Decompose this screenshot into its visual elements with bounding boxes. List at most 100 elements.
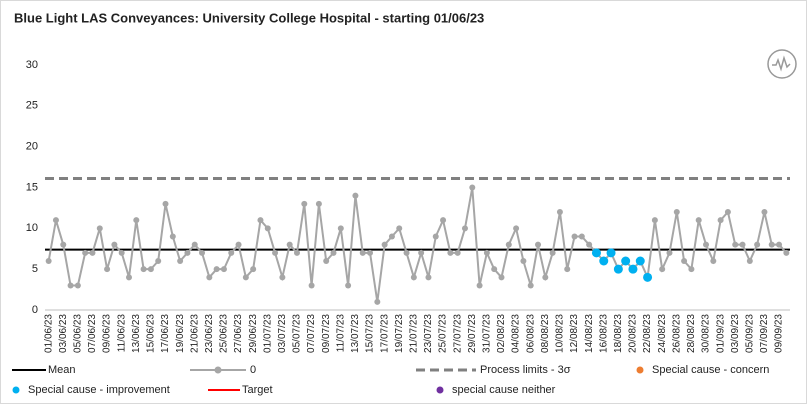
- x-tick-label: 23/07/23: [423, 314, 434, 353]
- x-tick-label: 02/08/23: [496, 314, 507, 353]
- data-point: [447, 249, 454, 256]
- data-point: [606, 248, 616, 258]
- data-point: [681, 258, 688, 264]
- data-point: [374, 298, 381, 305]
- chart-title: Blue Light LAS Conveyances: University C…: [14, 10, 484, 25]
- data-point: [177, 258, 184, 264]
- data-point: [571, 233, 578, 240]
- x-tick-label: 09/09/23: [774, 314, 785, 353]
- x-tick-label: 09/07/23: [321, 314, 332, 353]
- data-point: [628, 264, 638, 274]
- x-tick-label: 26/08/23: [671, 314, 682, 353]
- data-point: [403, 249, 410, 256]
- x-tick-label: 10/08/23: [555, 314, 566, 353]
- data-point: [483, 249, 490, 256]
- data-point: [52, 217, 59, 224]
- x-tick-label: 01/09/23: [715, 314, 726, 353]
- data-point: [60, 241, 67, 248]
- data-point: [425, 274, 432, 281]
- data-point: [67, 282, 74, 289]
- data-point: [125, 274, 132, 281]
- data-point: [418, 249, 425, 256]
- data-point: [410, 274, 417, 281]
- data-point: [621, 256, 631, 266]
- x-tick-label: 07/06/23: [87, 314, 98, 353]
- data-point: [199, 249, 206, 256]
- x-tick-label: 08/08/23: [540, 314, 551, 353]
- data-point: [337, 225, 344, 232]
- x-tick-label: 09/06/23: [102, 314, 113, 353]
- data-point: [228, 249, 235, 256]
- legend-label: Special cause - concern: [652, 364, 769, 376]
- x-tick-label: 29/07/23: [467, 314, 478, 353]
- x-tick-label: 15/07/23: [365, 314, 376, 353]
- data-point: [367, 249, 374, 256]
- data-point: [352, 192, 359, 199]
- data-point: [111, 241, 118, 248]
- data-point: [564, 266, 571, 273]
- data-point: [599, 256, 609, 266]
- data-point: [673, 209, 680, 215]
- data-point: [717, 217, 724, 224]
- data-point: [323, 258, 330, 264]
- data-point: [776, 241, 783, 248]
- data-point: [264, 225, 271, 232]
- y-tick-label: 30: [26, 59, 38, 71]
- data-point: [549, 249, 556, 256]
- legend-label: 0: [250, 364, 256, 376]
- data-point: [359, 249, 366, 256]
- data-point: [89, 249, 96, 256]
- data-point: [118, 249, 125, 256]
- data-point: [396, 225, 403, 232]
- data-point: [235, 241, 242, 248]
- x-tick-label: 07/09/23: [759, 314, 770, 353]
- data-point: [381, 241, 388, 248]
- data-point: [286, 241, 293, 248]
- y-tick-label: 5: [32, 263, 38, 275]
- x-tick-label: 23/06/23: [204, 314, 215, 353]
- data-point: [242, 274, 249, 281]
- x-tick-label: 31/07/23: [482, 314, 493, 353]
- y-tick-label: 10: [26, 222, 38, 234]
- x-tick-label: 03/06/23: [58, 314, 69, 353]
- legend-swatch: [636, 366, 644, 374]
- y-tick-label: 20: [26, 141, 38, 153]
- x-tick-label: 28/08/23: [686, 314, 697, 353]
- data-point: [659, 266, 666, 273]
- x-tick-label: 07/07/23: [306, 314, 317, 353]
- data-point: [520, 258, 527, 264]
- data-point: [688, 266, 695, 273]
- legend-label: Mean: [48, 364, 76, 376]
- data-point: [643, 272, 653, 282]
- data-point: [695, 217, 702, 224]
- data-point: [454, 249, 461, 256]
- data-point: [476, 282, 483, 289]
- legend-swatch: [436, 386, 444, 394]
- x-tick-label: 27/06/23: [233, 314, 244, 353]
- x-tick-label: 06/08/23: [525, 314, 536, 353]
- x-tick-label: 22/08/23: [642, 314, 653, 353]
- data-point: [45, 258, 52, 264]
- icon: [767, 49, 797, 79]
- data-point: [140, 266, 147, 273]
- data-point: [754, 241, 761, 248]
- data-point: [739, 241, 746, 248]
- y-tick-label: 25: [26, 100, 38, 112]
- data-point: [315, 200, 322, 207]
- x-tick-label: 17/07/23: [379, 314, 390, 353]
- x-tick-label: 13/07/23: [350, 314, 361, 353]
- data-point: [257, 217, 264, 224]
- data-point: [147, 266, 154, 273]
- data-point: [542, 274, 549, 281]
- data-point: [155, 258, 162, 264]
- data-point: [703, 241, 710, 248]
- data-point: [169, 233, 176, 240]
- data-point: [250, 266, 257, 273]
- x-tick-label: 05/06/23: [73, 314, 84, 353]
- x-tick-label: 12/08/23: [569, 314, 580, 353]
- data-point: [388, 233, 395, 240]
- data-point: [206, 274, 213, 281]
- x-tick-label: 19/06/23: [175, 314, 186, 353]
- data-point: [308, 282, 315, 289]
- data-point: [440, 217, 447, 224]
